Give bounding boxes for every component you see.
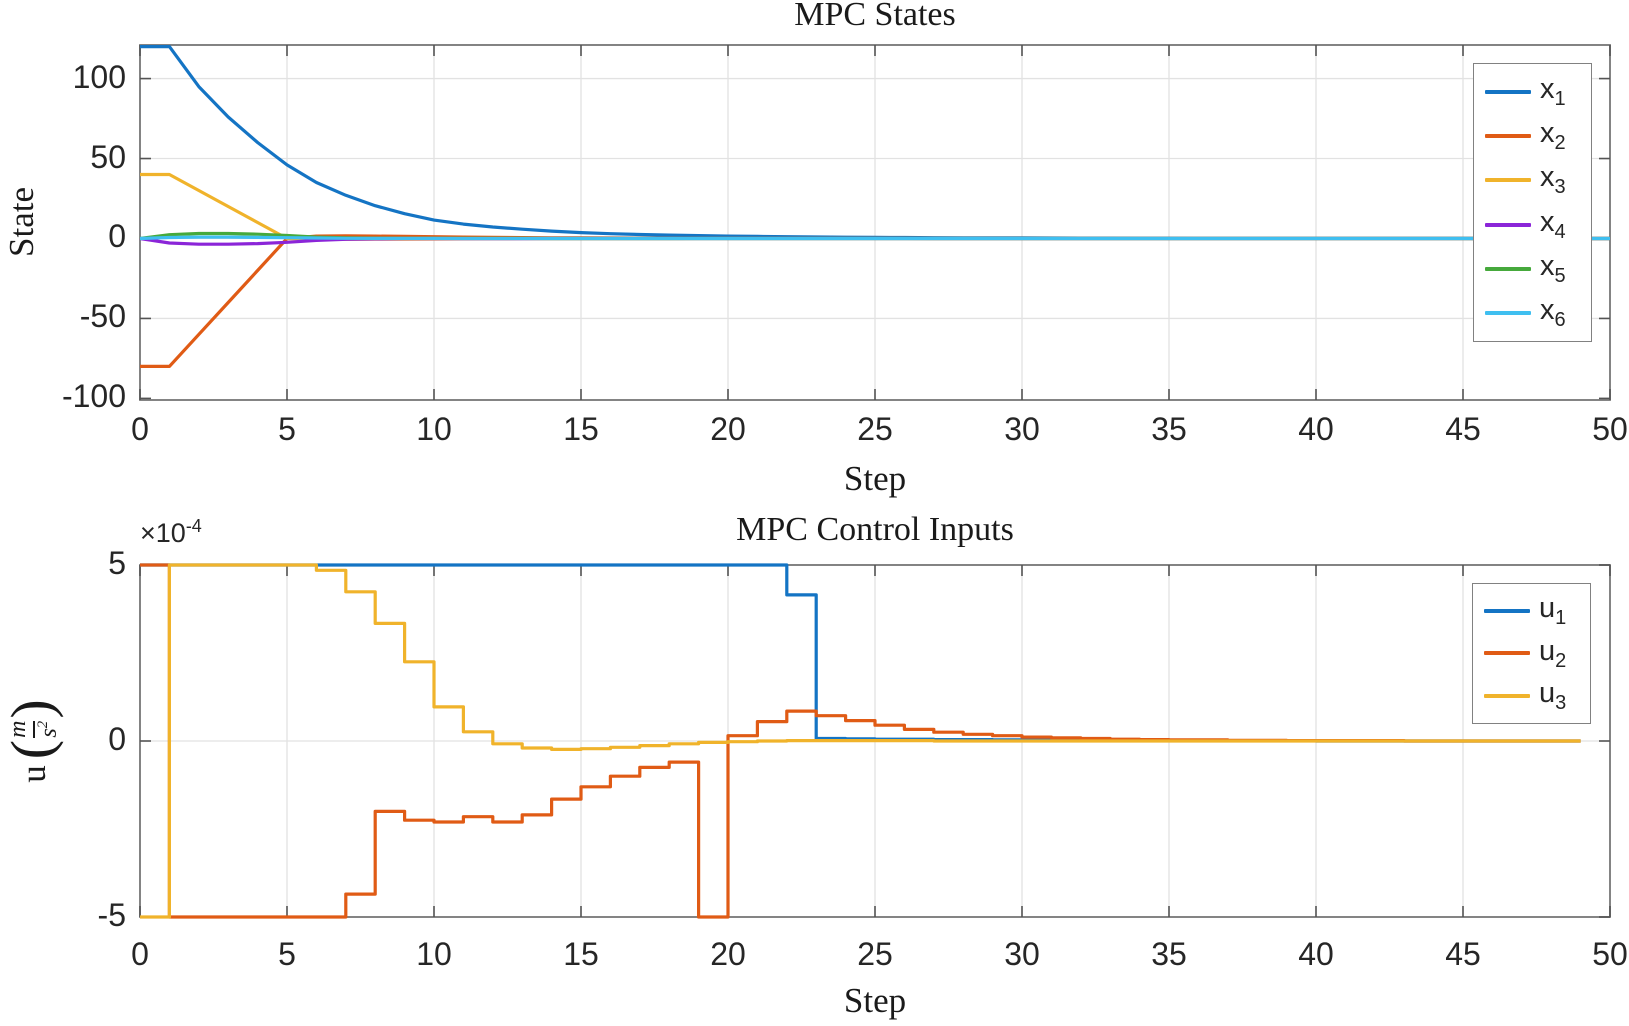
- top-plot-title: MPC States: [794, 0, 956, 33]
- x-tick-label: 0: [131, 411, 149, 447]
- x-tick-label: 0: [131, 936, 149, 972]
- x-tick-label: 35: [1151, 936, 1187, 972]
- legend-swatch-x2: [1485, 134, 1531, 139]
- states-legend: x1 x2 x3 x4 x5 x6: [1473, 63, 1592, 342]
- y-tick-label: -100: [61, 378, 126, 415]
- x-tick-label: 10: [416, 936, 452, 972]
- x-tick-label: 50: [1592, 411, 1628, 447]
- legend-entry-x3: x3: [1474, 163, 1591, 197]
- legend-entry-x2: x2: [1474, 119, 1591, 153]
- x-tick-label: 50: [1592, 936, 1628, 972]
- legend-label-u2: u2: [1539, 634, 1567, 672]
- plot-1: [139, 563, 1611, 919]
- legend-entry-x4: x4: [1474, 205, 1591, 243]
- inputs-legend: u1 u2 u3: [1472, 583, 1591, 724]
- x-tick-label: 40: [1298, 411, 1334, 447]
- legend-label-u1: u1: [1539, 592, 1567, 630]
- legend-label-x5: x5: [1540, 249, 1566, 287]
- y-axis-offset-label: ×10-4: [140, 516, 202, 548]
- legend-swatch-x6: [1485, 310, 1531, 315]
- x-tick-label: 10: [416, 411, 452, 447]
- x-tick-label: 25: [857, 936, 893, 972]
- x-tick-label: 5: [278, 411, 296, 447]
- legend-swatch-u2: [1484, 651, 1530, 656]
- y-tick-label: -5: [97, 897, 126, 933]
- x-tick-label: 30: [1004, 936, 1040, 972]
- legend-swatch-u3: [1484, 693, 1530, 698]
- y-tick-label: -50: [79, 298, 126, 335]
- legend-entry-u3: u3: [1473, 676, 1590, 714]
- ylabel-u-prefix: u: [14, 765, 53, 783]
- legend-entry-x1: x1: [1474, 75, 1591, 109]
- plot-0: [139, 44, 1611, 401]
- legend-label-x4: x4: [1540, 205, 1566, 243]
- bottom-plot-xlabel: Step: [843, 981, 907, 1020]
- y-tick-label: 50: [90, 138, 126, 175]
- y-tick-label: 5: [108, 545, 126, 581]
- x-tick-label: 40: [1298, 936, 1334, 972]
- legend-entry-u1: u1: [1473, 594, 1590, 628]
- legend-swatch-u1: [1484, 609, 1530, 614]
- series-x6: [139, 235, 1610, 241]
- legend-swatch-x3: [1485, 178, 1531, 183]
- x-tick-label: 45: [1445, 936, 1481, 972]
- x-tick-label: 5: [278, 936, 296, 972]
- legend-swatch-x1: [1485, 90, 1531, 95]
- x-tick-label: 30: [1004, 411, 1040, 447]
- series-u3: [140, 563, 1581, 919]
- legend-entry-x6: x6: [1474, 293, 1591, 331]
- legend-label-x3: x3: [1540, 161, 1566, 199]
- legend-label-x1: x1: [1540, 73, 1566, 110]
- legend-label-x6: x6: [1540, 293, 1566, 331]
- x-tick-label: 15: [563, 411, 599, 447]
- legend-label-x2: x2: [1540, 117, 1566, 155]
- legend-entry-x5: x5: [1474, 249, 1591, 287]
- legend-swatch-x5: [1485, 266, 1531, 271]
- legend-entry-u2: u2: [1473, 634, 1590, 672]
- x-tick-label: 20: [710, 411, 746, 447]
- x-tick-label: 25: [857, 411, 893, 447]
- x-tick-label: 20: [710, 936, 746, 972]
- x-tick-label: 35: [1151, 411, 1187, 447]
- legend-swatch-x4: [1485, 222, 1531, 227]
- y-tick-label: 0: [108, 721, 126, 757]
- x-tick-label: 45: [1445, 411, 1481, 447]
- bottom-plot-title: MPC Control Inputs: [736, 511, 1014, 548]
- y-tick-label: 0: [108, 218, 126, 255]
- y-tick-label: 100: [72, 58, 126, 95]
- top-plot-xlabel: Step: [843, 459, 907, 498]
- x-tick-label: 15: [563, 936, 599, 972]
- legend-label-u3: u3: [1539, 676, 1567, 714]
